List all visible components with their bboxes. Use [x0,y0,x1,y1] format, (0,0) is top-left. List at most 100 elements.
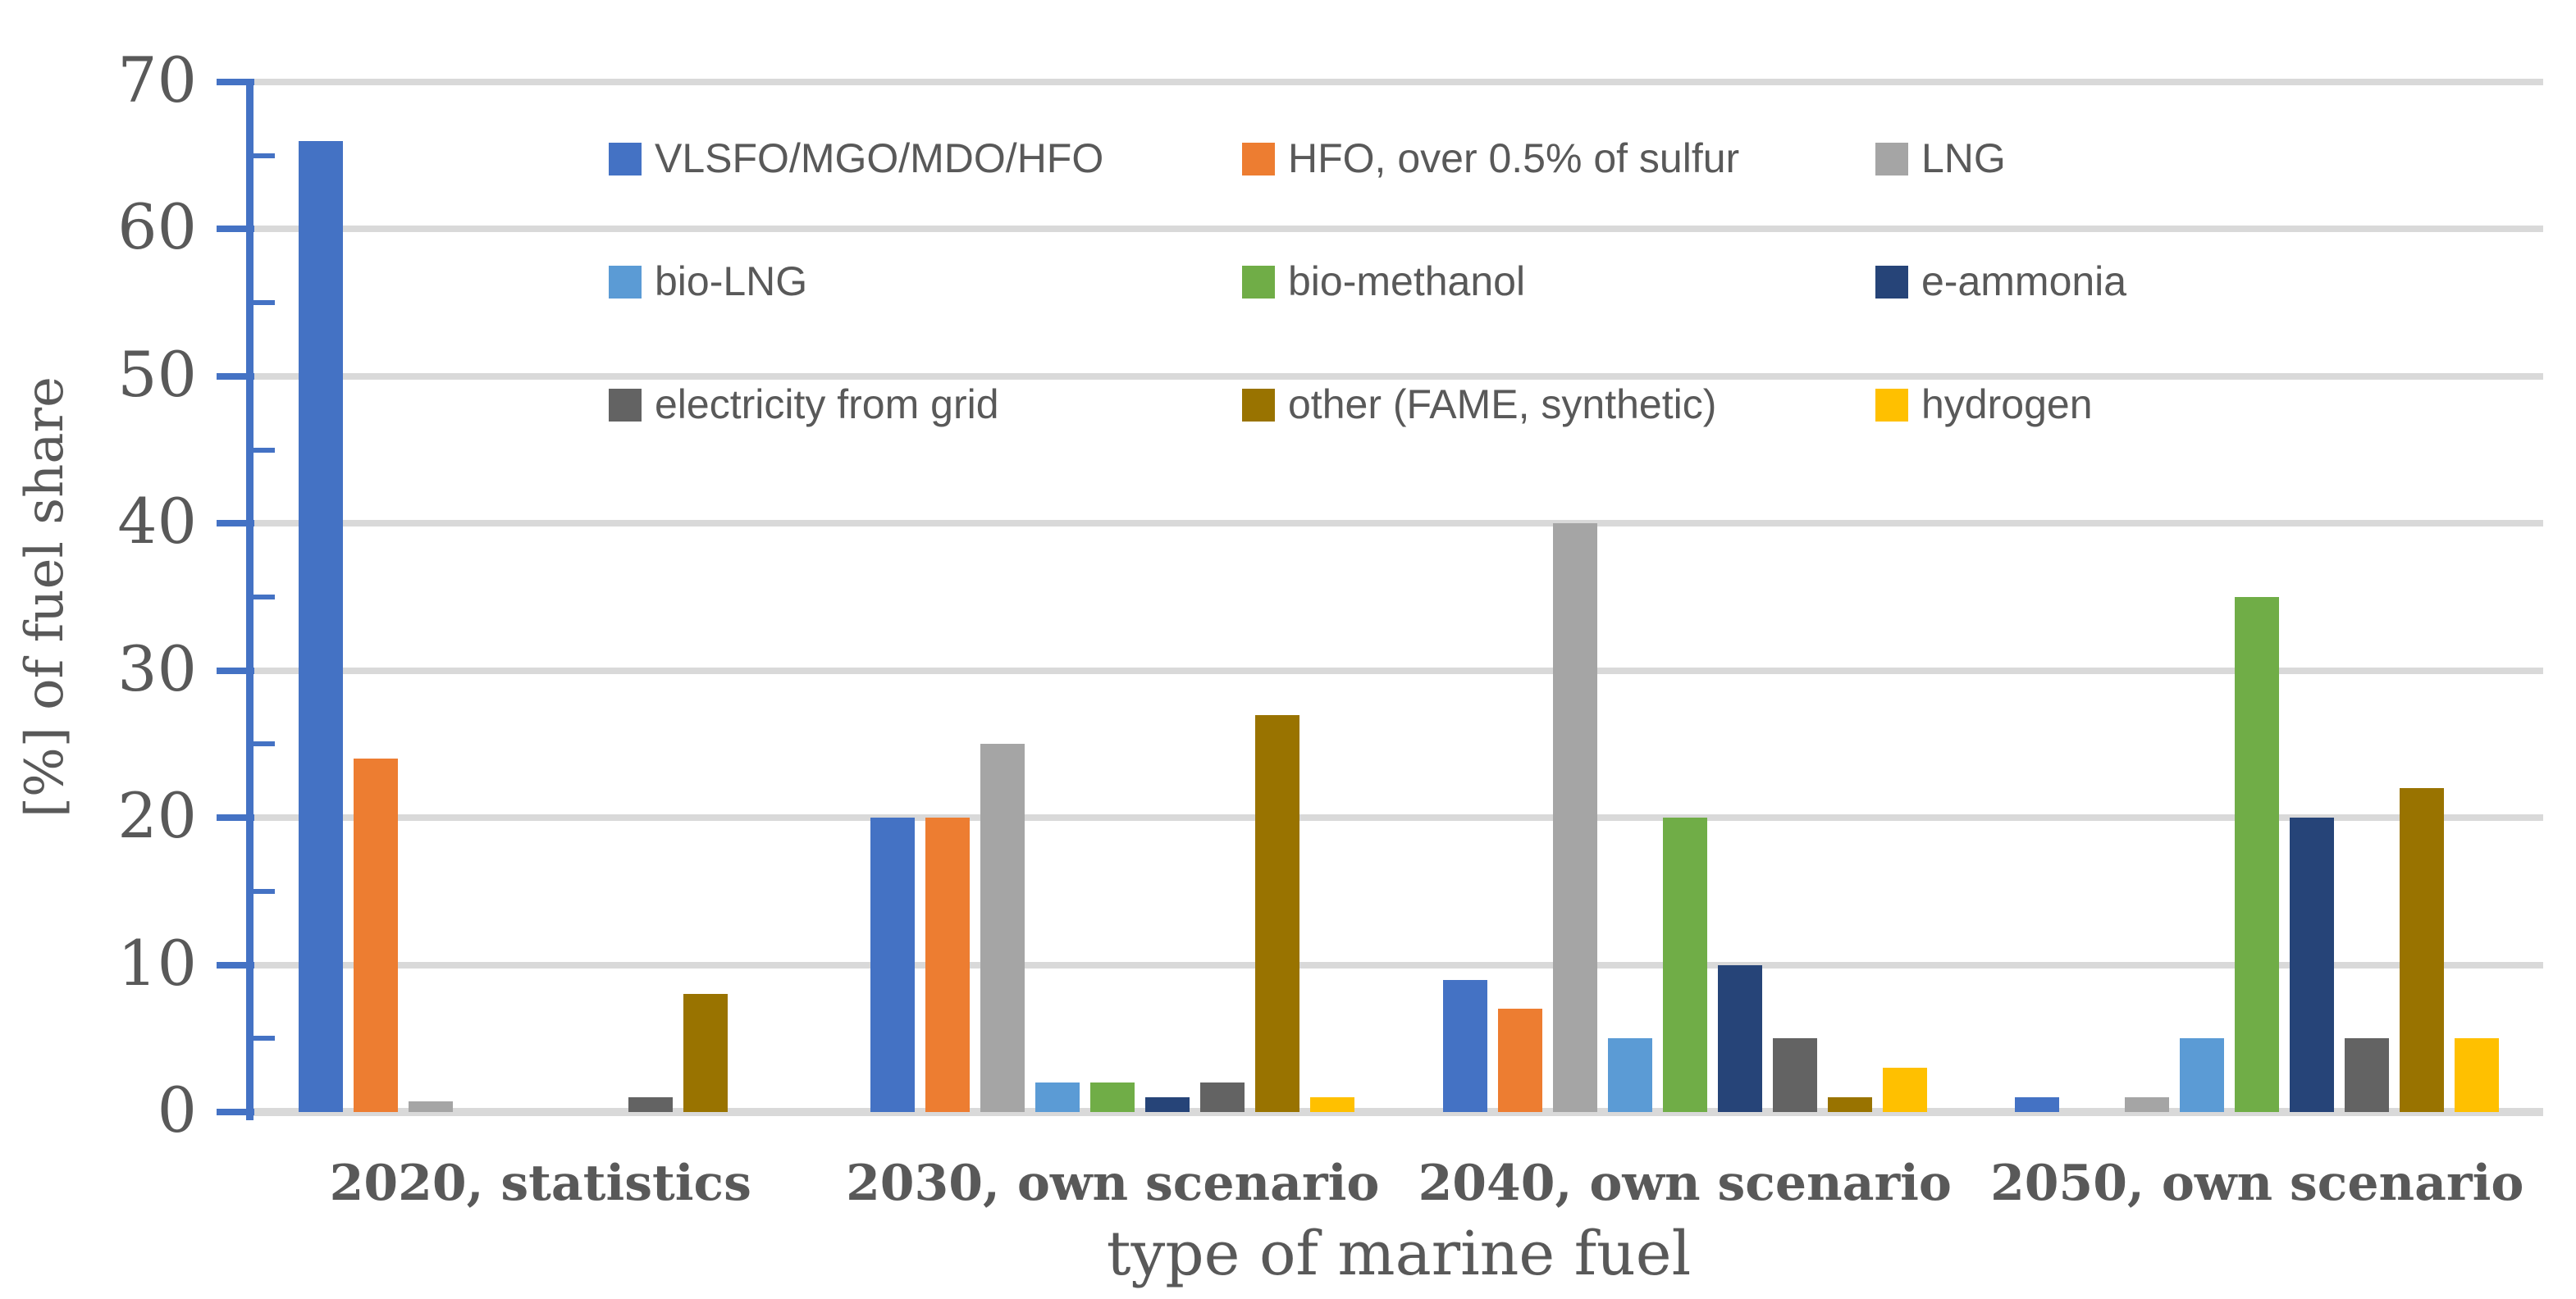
bar-other-fame-synthetic- [683,994,728,1112]
legend-label: HFO, over 0.5% of sulfur [1288,135,1740,181]
y-tick-label: 50 [117,337,197,411]
y-axis-line [246,80,253,1120]
bar-hydrogen [1310,1097,1355,1112]
bar-group [827,82,1400,1112]
legend-swatch [1875,265,1908,299]
bar-hydrogen [1882,1068,1927,1112]
y-major-tick [217,961,254,969]
bar-e-ammonia [2290,818,2335,1112]
legend-swatch [1242,142,1275,175]
y-tick-label: 30 [117,631,197,705]
legend-label: bio-LNG [655,258,808,304]
bar-lng [1552,523,1597,1112]
legend-item: hydrogen [1875,382,2093,427]
y-tick-label: 40 [117,485,197,558]
plot-area [246,79,2544,1116]
y-tick-label: 70 [117,43,197,116]
bar-electricity-from-grid [628,1097,673,1112]
gridline [254,372,2543,380]
bar-e-ammonia [1145,1097,1190,1112]
bar-vlsfo-mgo-mdo-hfo [298,140,343,1112]
bar-bio-lng [1035,1082,1080,1112]
legend-swatch [1242,265,1275,299]
gridline [254,814,2543,822]
legend-label: electricity from grid [655,381,999,427]
gridline [254,961,2543,969]
y-minor-tick [253,447,275,453]
bar-bio-lng [2180,1038,2225,1112]
y-major-tick [217,1109,254,1115]
legend-item: bio-methanol [1242,259,1525,304]
y-tick-label: 10 [117,926,197,1000]
bar-lng [2125,1097,2170,1112]
bar-electricity-from-grid [2345,1038,2390,1112]
legend-swatch [1875,388,1908,422]
y-tick-label: 20 [117,779,197,853]
legend-item: e-ammonia [1875,259,2126,304]
bar-group [1399,82,1971,1112]
legend-label: hydrogen [1921,381,2093,427]
legend-label: LNG [1921,135,2006,181]
x-category-label: 2050, own scenario [1990,1155,2524,1212]
legend-swatch [609,388,642,422]
bar-hfo-over-0-5-of-sulfur [353,759,398,1112]
legend-label: bio-methanol [1288,258,1526,304]
y-minor-tick [253,153,275,158]
gridline [254,226,2543,233]
bar-hfo-over-0-5-of-sulfur [925,818,971,1112]
y-minor-tick [253,1036,275,1041]
y-major-tick [217,667,254,674]
y-axis-title-text: [%] of fuel share [15,376,75,818]
legend-label: VLSFO/MGO/MDO/HFO [655,135,1104,181]
x-axis-title: type of marine fuel [1106,1219,1692,1289]
legend-item: HFO, over 0.5% of sulfur [1242,136,1739,181]
bar-hydrogen [2455,1038,2500,1112]
bar-vlsfo-mgo-mdo-hfo [2015,1097,2060,1112]
y-major-tick [217,226,254,233]
legend-swatch [609,265,642,299]
y-major-tick [217,814,254,822]
y-major-tick [217,372,254,380]
y-major-tick [217,79,254,85]
bar-other-fame-synthetic- [1255,714,1300,1112]
legend-swatch [609,142,642,175]
bar-electricity-from-grid [1772,1038,1817,1112]
bar-group [1971,82,2544,1112]
y-tick-label: 60 [117,190,197,264]
legend-item: bio-LNG [609,259,807,304]
bar-e-ammonia [1717,964,1762,1112]
bar-other-fame-synthetic- [1827,1097,1872,1112]
bar-lng [408,1101,453,1112]
bar-bio-methanol [1662,818,1707,1112]
bar-bio-methanol [2235,597,2280,1112]
y-minor-tick [253,595,275,599]
y-minor-tick [253,888,275,894]
legend-item: electricity from grid [609,382,999,427]
legend-label: e-ammonia [1921,258,2127,304]
y-minor-tick [253,741,275,747]
x-category-label: 2040, own scenario [1418,1155,1952,1212]
legend-swatch [1242,388,1275,422]
bar-bio-methanol [1090,1082,1135,1112]
y-tick-label: 0 [157,1073,197,1146]
legend-item: other (FAME, synthetic) [1242,382,1716,427]
y-major-tick [217,520,254,527]
bar-vlsfo-mgo-mdo-hfo [870,818,916,1112]
gridline [254,667,2543,674]
legend-swatch [1875,142,1908,175]
legend-item: LNG [1875,136,2006,181]
x-category-label: 2020, statistics [329,1155,751,1212]
bar-other-fame-synthetic- [2400,788,2445,1112]
y-minor-tick [253,300,275,306]
legend-item: VLSFO/MGO/MDO/HFO [609,136,1103,181]
bar-group [254,82,827,1112]
x-category-label: 2030, own scenario [846,1155,1380,1212]
bar-vlsfo-mgo-mdo-hfo [1442,979,1487,1112]
x-axis-line [246,1108,2543,1116]
gridline [254,79,2543,85]
gridline [254,520,2543,527]
bar-lng [980,744,1025,1112]
bar-hfo-over-0-5-of-sulfur [1497,1009,1542,1112]
bar-electricity-from-grid [1200,1082,1245,1112]
